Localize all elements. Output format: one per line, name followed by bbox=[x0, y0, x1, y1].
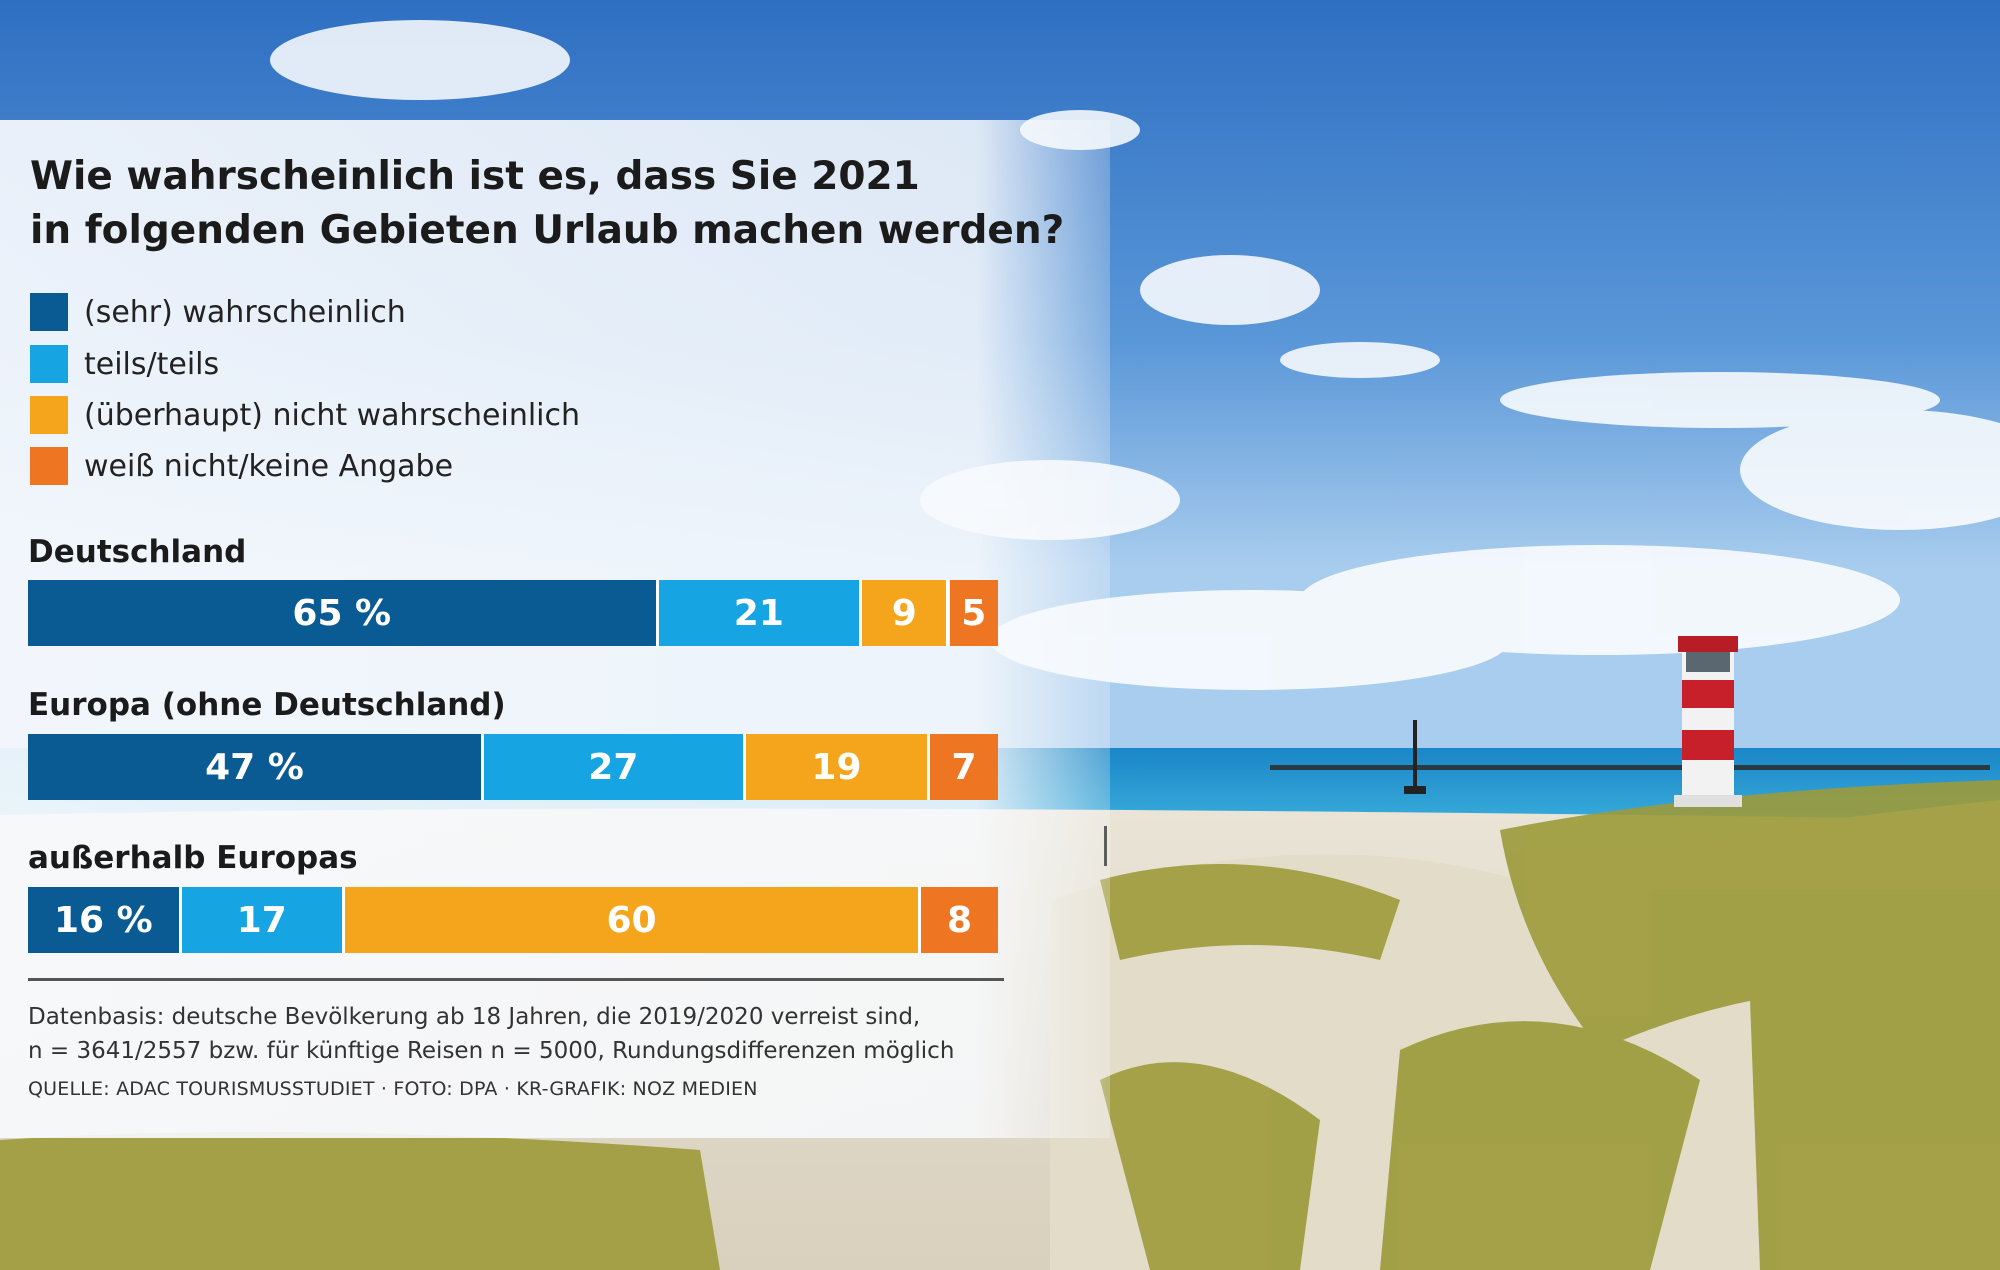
legend-label: (sehr) wahrscheinlich bbox=[84, 294, 406, 330]
bar-value-label: 8 bbox=[947, 899, 973, 941]
legend-item-nicht-wahrscheinlich: (überhaupt) nicht wahrscheinlich bbox=[30, 395, 580, 435]
bar-segment-sehr-wahrscheinlich: 47 % bbox=[28, 734, 484, 800]
legend-label: weiß nicht/keine Angabe bbox=[84, 448, 454, 484]
bar-value-label: 65 % bbox=[292, 592, 392, 634]
bar-row-europa: 47 % 27 19 7 bbox=[28, 734, 998, 800]
category-label-ausserhalb-europas: außerhalb Europas bbox=[28, 840, 358, 876]
note-line-2: n = 3641/2557 bzw. für künftige Reisen n… bbox=[28, 1038, 955, 1064]
legend-label: (überhaupt) nicht wahrscheinlich bbox=[84, 397, 581, 433]
bar-value-label: 16 % bbox=[53, 899, 153, 941]
legend-swatch bbox=[30, 345, 68, 383]
legend-swatch bbox=[30, 396, 68, 434]
bar-value-label: 19 bbox=[811, 746, 862, 788]
bar-value-label: 60 bbox=[606, 899, 657, 941]
divider bbox=[28, 978, 1004, 981]
bar-segment-teils-teils: 21 bbox=[658, 580, 863, 646]
legend-label: teils/teils bbox=[84, 346, 220, 382]
bar-value-label: 17 bbox=[236, 899, 287, 941]
bar-segment-teils-teils: 17 bbox=[181, 887, 345, 953]
legend-item-teils-teils: teils/teils bbox=[30, 344, 219, 384]
bar-value-label: 9 bbox=[891, 592, 917, 634]
bar-segment-nicht-wahrscheinlich: 9 bbox=[862, 580, 950, 646]
category-label-europa: Europa (ohne Deutschland) bbox=[28, 687, 506, 723]
bar-segment-sehr-wahrscheinlich: 65 % bbox=[28, 580, 659, 646]
bar-segment-teils-teils: 27 bbox=[483, 734, 746, 800]
legend-swatch bbox=[30, 293, 68, 331]
category-label-deutschland: Deutschland bbox=[28, 534, 247, 570]
legend-item-sehr-wahrscheinlich: (sehr) wahrscheinlich bbox=[30, 292, 406, 332]
title-line-2: in folgenden Gebieten Urlaub machen werd… bbox=[30, 208, 1065, 253]
note-line-1: Datenbasis: deutsche Bevölkerung ab 18 J… bbox=[28, 1004, 921, 1030]
legend-item-keine-angabe: weiß nicht/keine Angabe bbox=[30, 446, 453, 486]
bar-segment-keine-angabe: 8 bbox=[921, 887, 998, 953]
bar-segment-nicht-wahrscheinlich: 19 bbox=[745, 734, 931, 800]
bar-value-label: 21 bbox=[733, 592, 784, 634]
source-credit: QUELLE: ADAC TOURISMUSSTUDIET · FOTO: DP… bbox=[28, 1078, 758, 1100]
bar-segment-keine-angabe: 5 bbox=[949, 580, 998, 646]
bar-segment-sehr-wahrscheinlich: 16 % bbox=[28, 887, 182, 953]
bar-value-label: 5 bbox=[961, 592, 987, 634]
chart-title: Wie wahrscheinlich ist es, dass Sie 2021… bbox=[30, 150, 1090, 258]
bar-row-deutschland: 65 % 21 9 5 bbox=[28, 580, 998, 646]
bar-row-ausserhalb-europas: 16 % 17 60 8 bbox=[28, 887, 998, 953]
legend-swatch bbox=[30, 447, 68, 485]
bar-segment-keine-angabe: 7 bbox=[930, 734, 998, 800]
title-line-1: Wie wahrscheinlich ist es, dass Sie 2021 bbox=[30, 154, 920, 199]
bar-segment-nicht-wahrscheinlich: 60 bbox=[344, 887, 922, 953]
data-basis-note: Datenbasis: deutsche Bevölkerung ab 18 J… bbox=[28, 1000, 1088, 1068]
bar-value-label: 7 bbox=[951, 746, 977, 788]
bar-value-label: 47 % bbox=[205, 746, 304, 788]
bar-value-label: 27 bbox=[588, 746, 639, 788]
